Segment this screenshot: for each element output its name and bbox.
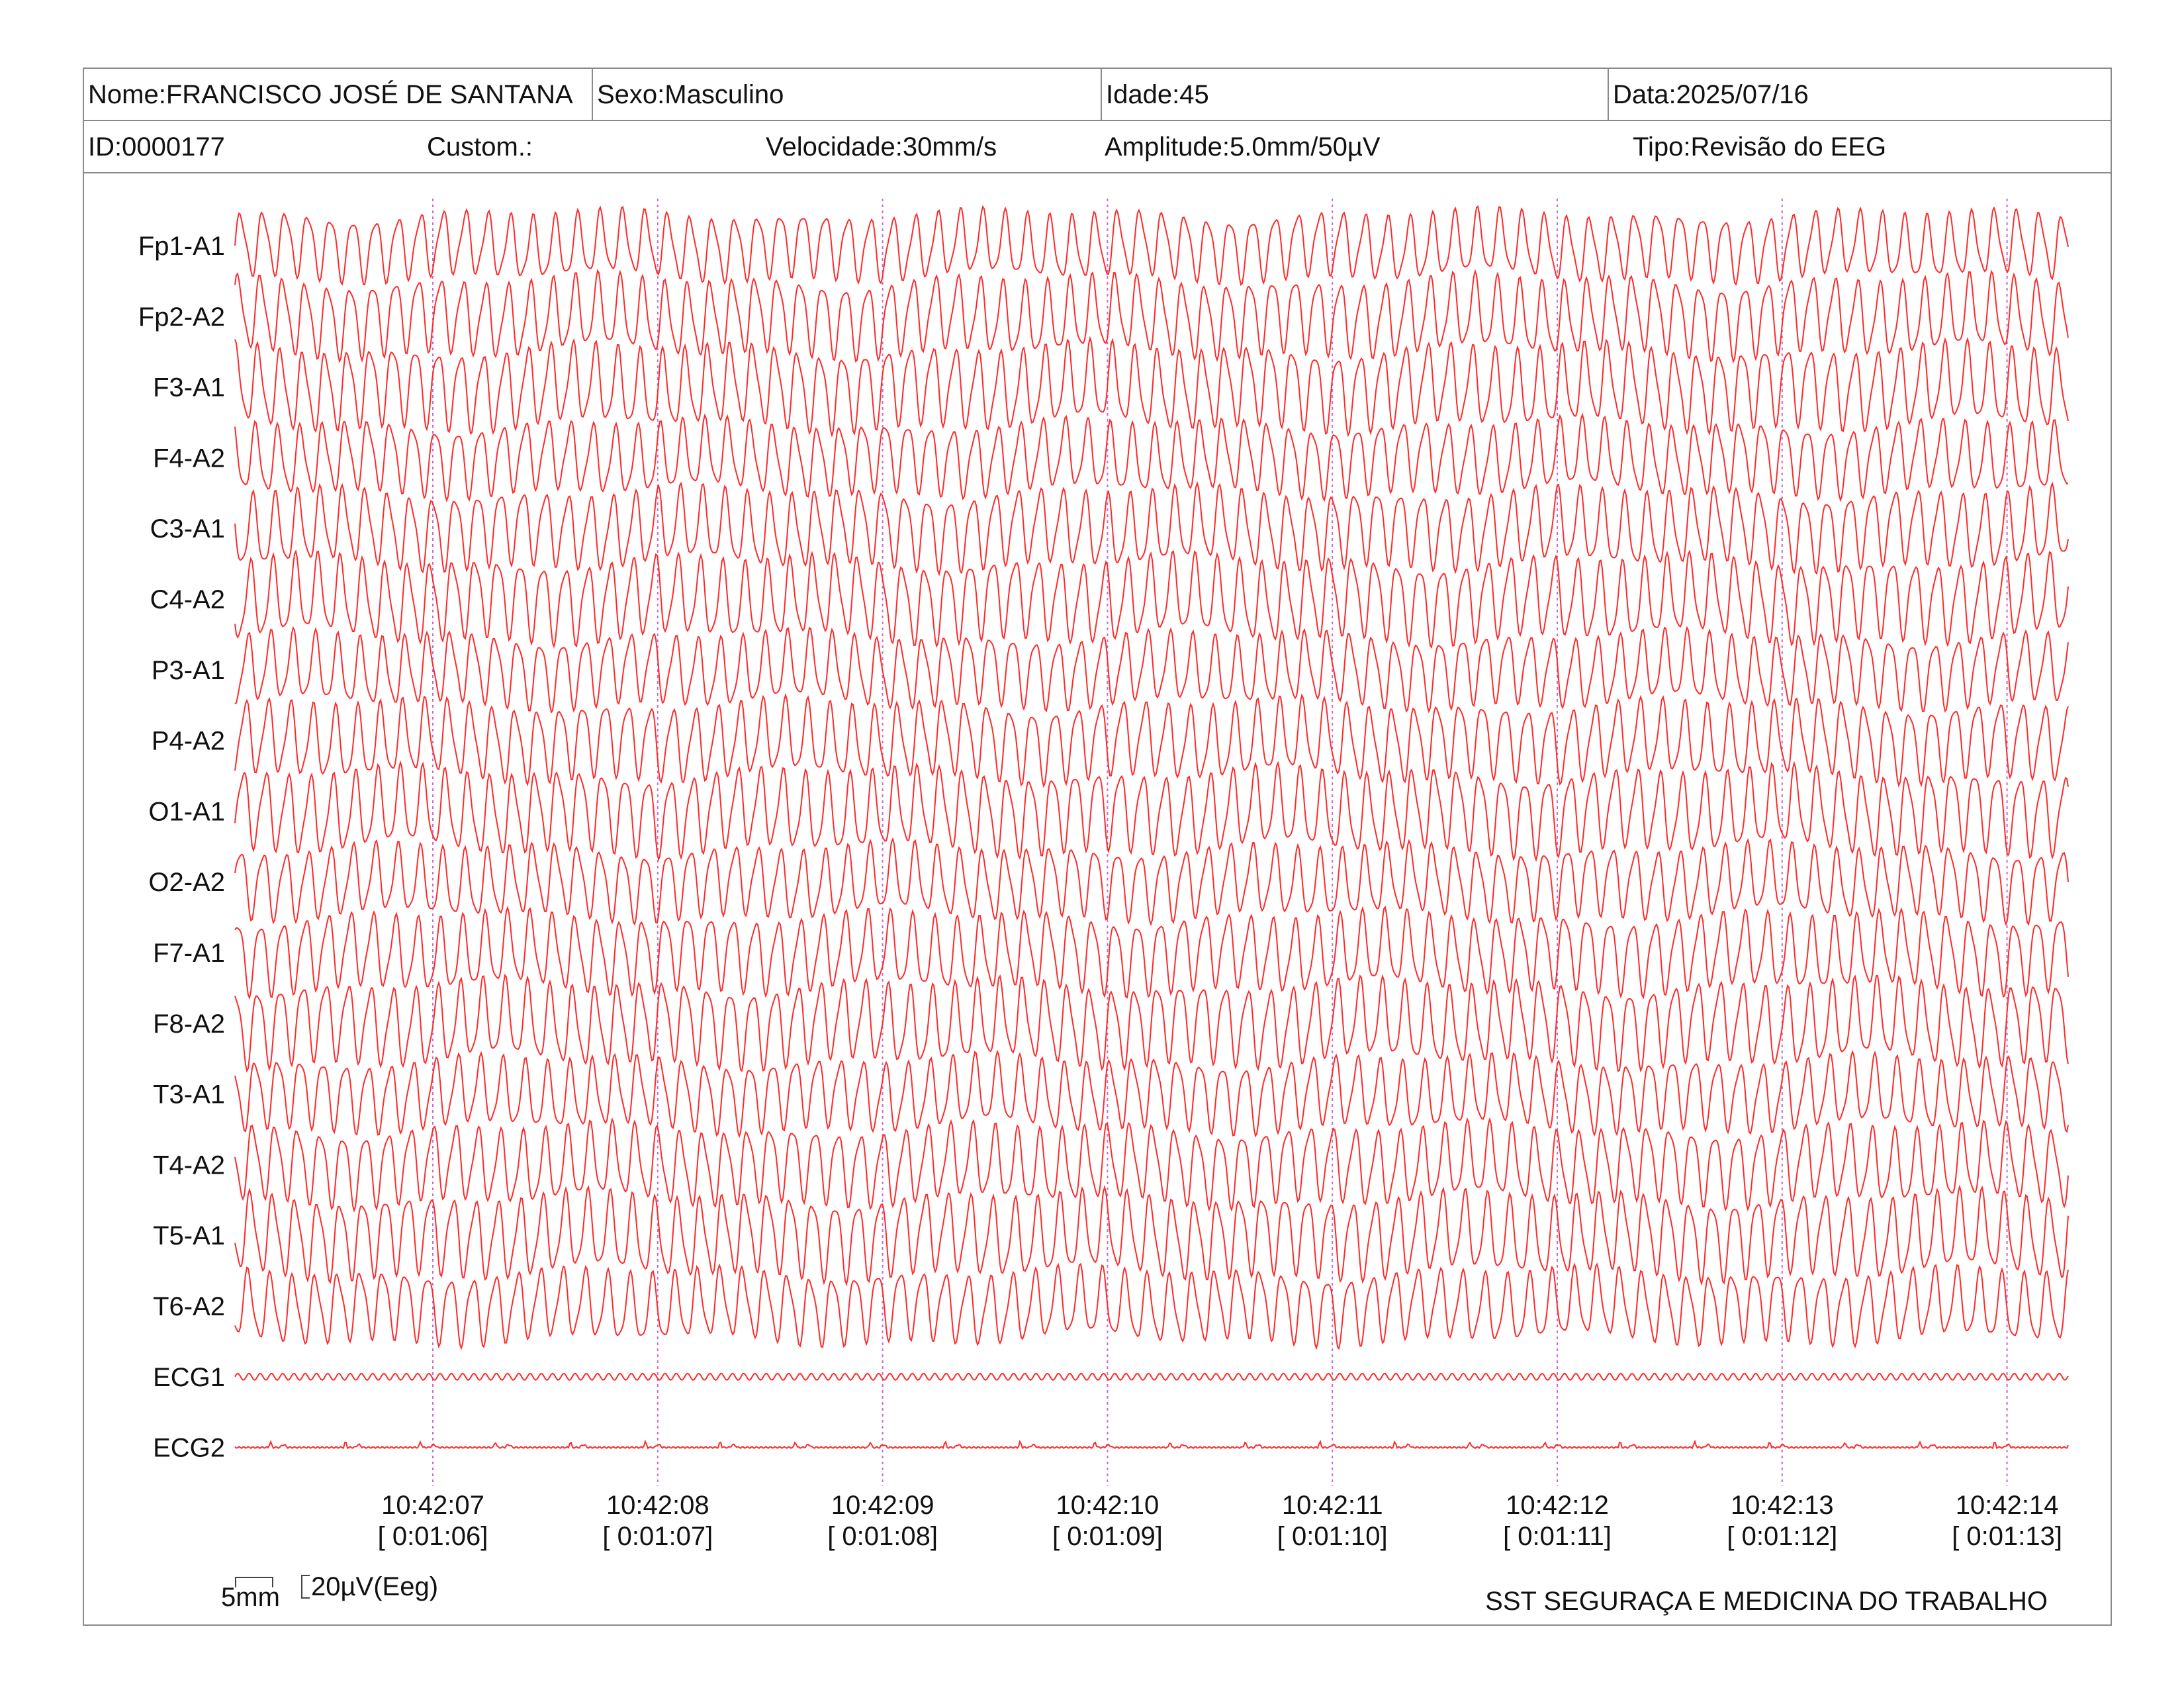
exam-date: Data:2025/07/16 [1613,79,1809,109]
channel-trace [234,906,2069,1000]
channel-traces [234,205,2069,1450]
elapsed-label: [ 0:01:11] [1503,1522,1612,1551]
channel-trace [234,205,2069,287]
channel-trace [234,269,2069,364]
time-label: 10:42:10 [1056,1491,1160,1520]
channel-label: T3-A1 [153,1080,225,1109]
channel-label: C3-A1 [150,514,225,543]
header-divider [1608,69,1609,120]
channel-label: ECG2 [153,1434,225,1463]
patient-id: ID:0000177 [88,132,225,162]
custom-field: Custom.: [427,132,533,162]
channel-trace [234,549,2069,649]
channel-label: P3-A1 [152,656,225,685]
channel-label: T5-A1 [153,1221,225,1250]
channel-trace [234,626,2069,714]
company-name: SST SEGURAÇA E MEDICINA DO TRABALHO [1485,1587,2048,1616]
elapsed-label: [ 0:01:06] [378,1522,488,1551]
time-label: 10:42:07 [381,1491,484,1520]
time-label: 10:42:13 [1731,1491,1834,1520]
header-divider [592,69,593,120]
channel-trace [234,1262,2069,1350]
header-row-recording: ID:0000177 Custom.: Velocidade:30mm/s Am… [84,121,2111,173]
channel-label: O2-A2 [148,868,225,897]
channel-trace [234,1117,2069,1213]
channel-trace [234,973,2069,1073]
channel-label: F8-A2 [153,1009,225,1039]
channel-trace [234,837,2069,927]
channel-trace [234,1439,2069,1450]
time-label: 10:42:12 [1506,1491,1609,1520]
channel-label: T6-A2 [153,1292,225,1321]
channel-labels: Fp1-A1 Fp2-A2 F3-A1 F4-A2 C3-A1 C4-A2 P3-A1 P4-… [138,232,225,1463]
channel-label: T4-A2 [153,1150,225,1180]
elapsed-label: [ 0:01:10] [1277,1522,1388,1551]
sweep-speed: Velocidade:30mm/s [766,132,997,162]
channel-trace [234,1184,2069,1287]
header-row-patient: Nome:FRANCISCO JOSÉ DE SANTANA Sexo:Masc… [84,69,2111,121]
channel-label: F3-A1 [153,373,225,402]
channel-trace [234,336,2069,438]
scale-length-label: 5mm [221,1583,280,1612]
channel-trace [234,1049,2069,1139]
channel-label: O1-A1 [148,797,225,826]
channel-label: Fp2-A2 [138,303,225,332]
patient-name: Nome:FRANCISCO JOSÉ DE SANTANA [88,79,573,109]
patient-age: Idade:45 [1106,79,1209,109]
channel-label: F7-A1 [153,939,225,968]
channel-label: F4-A2 [153,444,225,473]
channel-trace [234,692,2069,788]
channel-label: P4-A2 [152,727,225,756]
elapsed-label: [ 0:01:13] [1952,1522,2062,1551]
channel-label: C4-A2 [150,585,225,614]
time-label: 10:42:11 [1282,1491,1383,1520]
elapsed-label: [ 0:01:08] [827,1522,938,1551]
report-frame: Nome:FRANCISCO JOSÉ DE SANTANA Sexo:Masc… [83,68,2112,1626]
elapsed-label: [ 0:01:09] [1052,1522,1163,1551]
exam-type: Tipo:Revisão do EEG [1633,132,1887,162]
scale-amplitude-label: 20µV(Eeg) [311,1572,438,1601]
channel-trace [234,1372,2069,1382]
scale-amplitude-bracket [301,1575,310,1599]
channel-trace [234,481,2069,577]
header-divider [1101,69,1102,120]
channel-trace [234,412,2069,503]
elapsed-label: [ 0:01:12] [1727,1522,1837,1551]
amplitude-setting: Amplitude:5.0mm/50µV [1105,132,1381,162]
time-label: 10:42:14 [1956,1491,2059,1520]
patient-sex: Sexo:Masculino [597,79,784,109]
scale-bar: 5mm 20µV(Eeg) [221,1572,438,1612]
time-labels: 10:42:07[ 0:01:06] 10:42:08[ 0:01:07] 10:4… [378,1491,2062,1551]
time-label: 10:42:09 [831,1491,934,1520]
channel-trace [234,760,2069,863]
scale-length-bracket [235,1577,273,1587]
elapsed-label: [ 0:01:07] [602,1522,713,1551]
channel-label: Fp1-A1 [138,232,225,261]
time-markers [432,199,2008,1486]
time-label: 10:42:08 [606,1491,709,1520]
channel-label: ECG1 [153,1363,225,1392]
